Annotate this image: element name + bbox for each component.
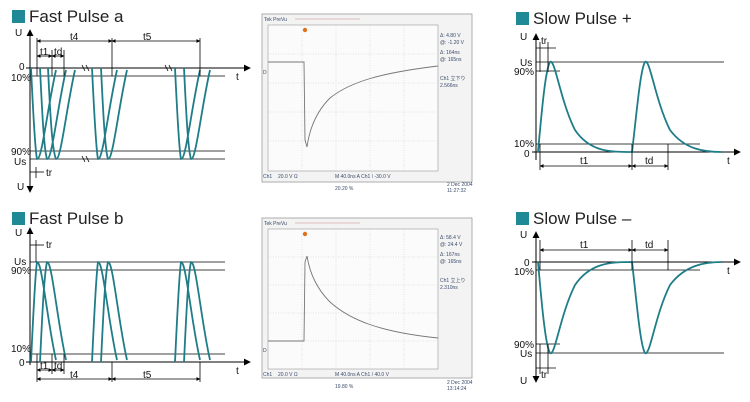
fast-b-level-us: Us xyxy=(14,257,26,268)
title-fast-pulse-b: Fast Pulse b xyxy=(29,209,124,228)
scope-bottom-bottom-1: 20.0 V Ω xyxy=(278,372,298,378)
scope-top-graticule xyxy=(267,24,439,172)
slow-minus-level-us: Us xyxy=(520,349,532,360)
slow-minus-level-10: 10% xyxy=(514,267,534,278)
fast-b-level-90: 90% xyxy=(11,266,31,277)
fast-a-break-marks-2 xyxy=(164,64,173,72)
title-marker-fast-b xyxy=(12,212,25,225)
fast-a-t1-label: t1 xyxy=(40,47,49,58)
scope-bottom-readout-3: Δ: 167ns xyxy=(440,252,460,258)
scope-bottom-info-1: Ch1 立上り xyxy=(440,277,466,284)
scope-bottom-time: 13:14:24 xyxy=(447,386,467,392)
scope-top-info-2: 2.566ns xyxy=(440,83,458,89)
scope-top-date: 2 Dec 2004 xyxy=(447,182,473,188)
scope-bottom-readout-1: Δ: 58.4 V xyxy=(440,235,461,241)
scope-bottom-readout-4: @: 165ns xyxy=(440,259,462,265)
fast-b-t5-label: t5 xyxy=(143,370,152,381)
fast-a-t-label: t xyxy=(236,72,239,83)
title-slow-pulse-minus: Slow Pulse – xyxy=(533,209,632,228)
slow-plus-tr-label: tr xyxy=(541,36,548,47)
fast-a-break-marks xyxy=(81,64,90,163)
title-marker-slow-minus xyxy=(516,212,529,225)
scope-top-brand: Tek PreVu xyxy=(264,17,287,23)
title-fast-pulse-a: Fast Pulse a xyxy=(29,7,124,26)
oscilloscope-screen-top: Tek PreVu D Δ: 4.80 V @: -1.20 V Δ: 164n… xyxy=(261,13,473,194)
fast-pulse-a-panel: U t U 0 10% 90% Us t1 td t4 t5 tr xyxy=(11,28,251,193)
title-slow-pulse-plus: Slow Pulse + xyxy=(533,9,632,28)
fast-a-t5-label: t5 xyxy=(143,32,152,43)
fast-b-t1-label: t1 xyxy=(40,361,49,372)
fast-a-waveform xyxy=(30,67,211,160)
scope-top-bottom-1: 20.0 V Ω xyxy=(278,174,298,180)
oscilloscope-screen-bottom: Tek PreVu D Δ: 58.4 V @: 24.4 V Δ: 167ns… xyxy=(261,217,473,392)
scope-bottom-date: 2 Dec 2004 xyxy=(447,380,473,386)
fast-b-td-label: td xyxy=(54,361,62,372)
scope-top-bottom-3: 20.20 % xyxy=(335,186,354,192)
fast-a-level-0: 0 xyxy=(19,62,25,73)
fast-b-t4-label: t4 xyxy=(70,370,79,381)
slow-plus-level-us: Us xyxy=(520,58,532,69)
scope-bottom-trace xyxy=(268,255,439,342)
scope-bottom-brand: Tek PreVu xyxy=(264,221,287,227)
slow-plus-level-0: 0 xyxy=(524,149,530,160)
slow-minus-tr-label: tr xyxy=(541,370,548,381)
scope-bottom-readout-2: @: 24.4 V xyxy=(440,242,463,248)
fast-pulse-b-panel: U t Us 90% 10% 0 tr t1 td t4 t5 xyxy=(11,227,251,382)
scope-bottom-bottom-3: 19.80 % xyxy=(335,384,354,390)
slow-plus-t-label: t xyxy=(727,156,730,167)
scope-bottom-ch-marker: D xyxy=(263,348,267,354)
slow-plus-u-label: U xyxy=(520,32,527,43)
fast-b-t-label: t xyxy=(236,366,239,377)
scope-top-trigger-marker xyxy=(302,27,308,33)
title-marker-slow-plus xyxy=(516,12,529,25)
fast-a-u-bottom-label: U xyxy=(17,182,24,193)
fast-a-level-us: Us xyxy=(14,157,26,168)
slow-plus-td-label: td xyxy=(645,156,653,167)
fast-a-u-label: U xyxy=(15,28,22,39)
scope-bottom-bottom-2: M 40.0ns A Ch1 / 40.0 V xyxy=(335,372,390,378)
slow-plus-waveform xyxy=(537,61,723,153)
slow-minus-u-label: U xyxy=(520,230,527,241)
scope-top-trace xyxy=(268,61,439,148)
fast-a-level-90: 90% xyxy=(11,147,31,158)
fast-b-level-0: 0 xyxy=(19,358,25,369)
scope-bottom-ch-label: Ch1 xyxy=(263,372,272,378)
slow-minus-level-0: 0 xyxy=(524,258,530,269)
scope-top-time: 11:27:32 xyxy=(447,188,466,194)
scope-top-readout-1: Δ: 4.80 V xyxy=(440,33,461,39)
fast-a-td-label: td xyxy=(54,47,62,58)
scope-top-ch-marker: D xyxy=(263,70,267,76)
slow-pulse-minus-panel: U t U 0 10% 90% Us tr t1 td xyxy=(514,230,741,387)
scope-top-readout-3: Δ: 164ns xyxy=(440,50,460,56)
slow-plus-level-90: 90% xyxy=(514,67,534,78)
slow-pulse-plus-panel: U t Us 90% 10% 0 tr t1 td xyxy=(514,32,741,170)
slow-plus-t1-label: t1 xyxy=(580,156,589,167)
fast-b-u-label: U xyxy=(15,228,22,239)
title-marker-fast-a xyxy=(12,10,25,23)
scope-top-readout-2: @: -1.20 V xyxy=(440,40,465,46)
slow-minus-td-label: td xyxy=(645,240,653,251)
scope-bottom-graticule xyxy=(267,228,439,370)
slow-minus-waveform xyxy=(537,261,723,354)
fast-a-tr-label: tr xyxy=(46,168,53,179)
slow-minus-level-90: 90% xyxy=(514,340,534,351)
slow-plus-level-10: 10% xyxy=(514,139,534,150)
fast-b-waveform xyxy=(30,261,211,363)
scope-top-readout-4: @: 165ns xyxy=(440,57,462,63)
scope-top-ch-label: Ch1 xyxy=(263,174,272,180)
fast-a-level-10: 10% xyxy=(11,73,31,84)
scope-bottom-trigger-marker xyxy=(302,231,308,237)
scope-top-bottom-2: M 40.0ns A Ch1 \ -30.0 V xyxy=(335,174,391,180)
scope-top-info-1: Ch1 立下り xyxy=(440,75,466,82)
fast-b-tr-label: tr xyxy=(46,240,53,251)
fast-a-t4-label: t4 xyxy=(70,32,79,43)
slow-minus-u-bottom-label: U xyxy=(520,376,527,387)
scope-bottom-info-2: 2.310ns xyxy=(440,285,458,291)
slow-minus-t-label: t xyxy=(727,266,730,277)
fast-b-level-10: 10% xyxy=(11,344,31,355)
slow-minus-t1-label: t1 xyxy=(580,240,589,251)
